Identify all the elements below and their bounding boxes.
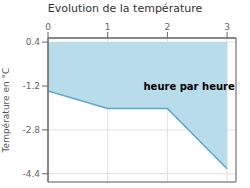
svg-text:2: 2 [164, 22, 170, 32]
svg-text:1: 1 [105, 22, 111, 32]
svg-text:0.4: 0.4 [26, 37, 41, 47]
svg-text:0: 0 [45, 22, 51, 32]
svg-text:heure par heure: heure par heure [143, 81, 234, 92]
html-text:Evolution de la température: Evolution de la température [47, 2, 203, 15]
svg-text:-1.2: -1.2 [22, 81, 40, 91]
svg-text:-2.8: -2.8 [22, 125, 40, 135]
svg-text:-4.4: -4.4 [22, 169, 40, 179]
svg-text:3: 3 [224, 22, 230, 32]
svg-text:Température en °C: Température en °C [8, 68, 11, 154]
